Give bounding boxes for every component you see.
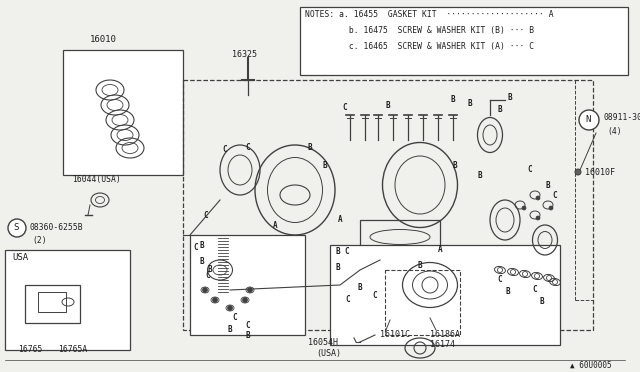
- Text: B: B: [228, 326, 232, 334]
- Text: B: B: [386, 100, 390, 109]
- Circle shape: [549, 206, 553, 210]
- Circle shape: [579, 110, 599, 130]
- Circle shape: [202, 288, 207, 292]
- Text: 16010: 16010: [90, 35, 117, 44]
- Text: C: C: [246, 321, 250, 330]
- Text: B: B: [418, 260, 422, 269]
- Circle shape: [575, 169, 581, 175]
- Text: A: A: [338, 215, 342, 224]
- Text: C: C: [194, 244, 198, 253]
- Circle shape: [243, 298, 248, 302]
- Circle shape: [212, 298, 218, 302]
- Bar: [25, 285, 80, 323]
- Text: N: N: [585, 115, 590, 124]
- Text: C: C: [204, 211, 208, 219]
- Text: 16054H: 16054H: [308, 338, 338, 347]
- Circle shape: [8, 219, 26, 237]
- Text: 16044(USA): 16044(USA): [72, 175, 121, 184]
- Text: B: B: [336, 263, 340, 273]
- Text: B: B: [208, 266, 212, 275]
- Bar: [5, 250, 130, 350]
- Bar: [330, 245, 560, 345]
- Text: (USA): (USA): [316, 349, 341, 358]
- Circle shape: [227, 305, 232, 311]
- Text: 08911-3081A: 08911-3081A: [603, 113, 640, 122]
- Text: C: C: [528, 166, 532, 174]
- Text: C: C: [205, 270, 211, 279]
- Circle shape: [536, 216, 540, 220]
- Bar: [38, 292, 66, 312]
- Text: 08360-6255B: 08360-6255B: [29, 223, 83, 232]
- Text: B: B: [506, 288, 510, 296]
- Text: ▲ 60U0005: ▲ 60U0005: [570, 361, 612, 370]
- Circle shape: [248, 288, 253, 292]
- Text: B: B: [200, 241, 204, 250]
- Text: NOTES: a. 16455  GASKET KIT  ···················· A: NOTES: a. 16455 GASKET KIT ·············…: [305, 10, 554, 19]
- Text: B: B: [452, 160, 458, 170]
- Text: c. 16465  SCREW & WASHER KIT (A) ··· C: c. 16465 SCREW & WASHER KIT (A) ··· C: [305, 42, 534, 51]
- Text: 16186A: 16186A: [430, 330, 460, 339]
- Text: 16765A: 16765A: [58, 345, 87, 354]
- Text: B: B: [358, 283, 362, 292]
- Text: C: C: [372, 291, 378, 299]
- Bar: [190, 235, 305, 335]
- Text: B: B: [508, 93, 512, 103]
- Bar: [360, 220, 440, 255]
- Text: B: B: [323, 160, 327, 170]
- Text: 16325: 16325: [232, 50, 257, 59]
- Bar: [63, 50, 183, 175]
- Circle shape: [536, 196, 540, 200]
- Text: 16101C: 16101C: [380, 330, 410, 339]
- Text: B: B: [546, 180, 550, 189]
- Text: A: A: [273, 221, 277, 230]
- Text: C: C: [342, 103, 348, 112]
- Text: C: C: [498, 276, 502, 285]
- Text: B: B: [451, 96, 455, 105]
- Text: B: B: [308, 144, 312, 153]
- Text: (2): (2): [32, 236, 47, 245]
- Text: C: C: [223, 145, 227, 154]
- Text: C: C: [233, 314, 237, 323]
- Text: B: B: [468, 99, 472, 108]
- Text: B: B: [477, 170, 483, 180]
- Text: B: B: [540, 298, 544, 307]
- Text: 16765: 16765: [18, 345, 42, 354]
- Text: USA: USA: [12, 253, 28, 262]
- Text: B: B: [336, 247, 340, 257]
- Text: B: B: [246, 330, 250, 340]
- Text: 16174: 16174: [430, 340, 455, 349]
- Text: 16010F: 16010F: [585, 168, 615, 177]
- Bar: [183, 80, 593, 330]
- Text: (4): (4): [607, 127, 621, 136]
- Text: C: C: [532, 285, 538, 295]
- Text: b. 16475  SCREW & WASHER KIT (B) ··· B: b. 16475 SCREW & WASHER KIT (B) ··· B: [305, 26, 534, 35]
- Text: C: C: [553, 190, 557, 199]
- Bar: [300, 7, 628, 75]
- Text: B: B: [498, 106, 502, 115]
- Circle shape: [522, 206, 526, 210]
- Text: A: A: [438, 246, 442, 254]
- Text: B: B: [200, 257, 204, 266]
- Text: S: S: [13, 223, 19, 232]
- Text: C: C: [345, 247, 349, 257]
- Text: C: C: [346, 295, 350, 305]
- Bar: [385, 270, 460, 335]
- Text: C: C: [246, 144, 250, 153]
